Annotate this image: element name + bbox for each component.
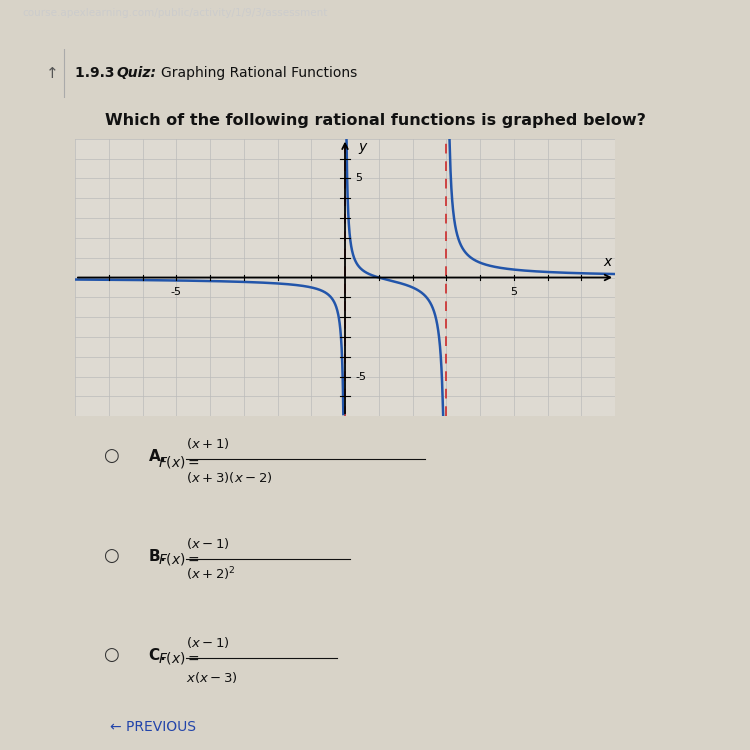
- Text: $(x+1)$: $(x+1)$: [186, 436, 230, 451]
- Text: 1.9.3: 1.9.3: [75, 66, 119, 80]
- Text: $(x+2)^2$: $(x+2)^2$: [186, 566, 236, 584]
- Text: $F(x)=$: $F(x)=$: [158, 454, 200, 470]
- Text: $\mathbf{A.}$: $\mathbf{A.}$: [148, 448, 166, 464]
- Text: $\mathbf{B.}$: $\mathbf{B.}$: [148, 548, 166, 564]
- Text: $(x-1)$: $(x-1)$: [186, 536, 230, 550]
- Text: 5: 5: [510, 287, 518, 298]
- Text: $x(x-3)$: $x(x-3)$: [186, 670, 238, 685]
- Text: $(x+3)(x-2)$: $(x+3)(x-2)$: [186, 470, 272, 485]
- Text: 5: 5: [356, 173, 362, 184]
- Text: $\mathbf{C.}$: $\mathbf{C.}$: [148, 647, 166, 663]
- Text: $F(x)=$: $F(x)=$: [158, 550, 200, 567]
- Text: x: x: [603, 254, 612, 268]
- Text: course.apexlearning.com/public/activity/1/9/3/assessment: course.apexlearning.com/public/activity/…: [22, 8, 328, 18]
- Text: Graphing Rational Functions: Graphing Rational Functions: [161, 66, 358, 80]
- Text: -5: -5: [356, 371, 366, 382]
- Text: ○: ○: [103, 447, 118, 465]
- Text: ↑: ↑: [46, 66, 58, 81]
- Text: $F(x)=$: $F(x)=$: [158, 650, 200, 667]
- Text: ○: ○: [103, 646, 118, 664]
- Text: Which of the following rational functions is graphed below?: Which of the following rational function…: [104, 112, 646, 128]
- Text: ○: ○: [103, 547, 118, 565]
- Text: -5: -5: [171, 287, 182, 298]
- Text: y: y: [358, 140, 367, 154]
- Text: Quiz:: Quiz:: [116, 66, 156, 80]
- Text: $(x-1)$: $(x-1)$: [186, 635, 230, 650]
- Text: ← PREVIOUS: ← PREVIOUS: [110, 720, 196, 734]
